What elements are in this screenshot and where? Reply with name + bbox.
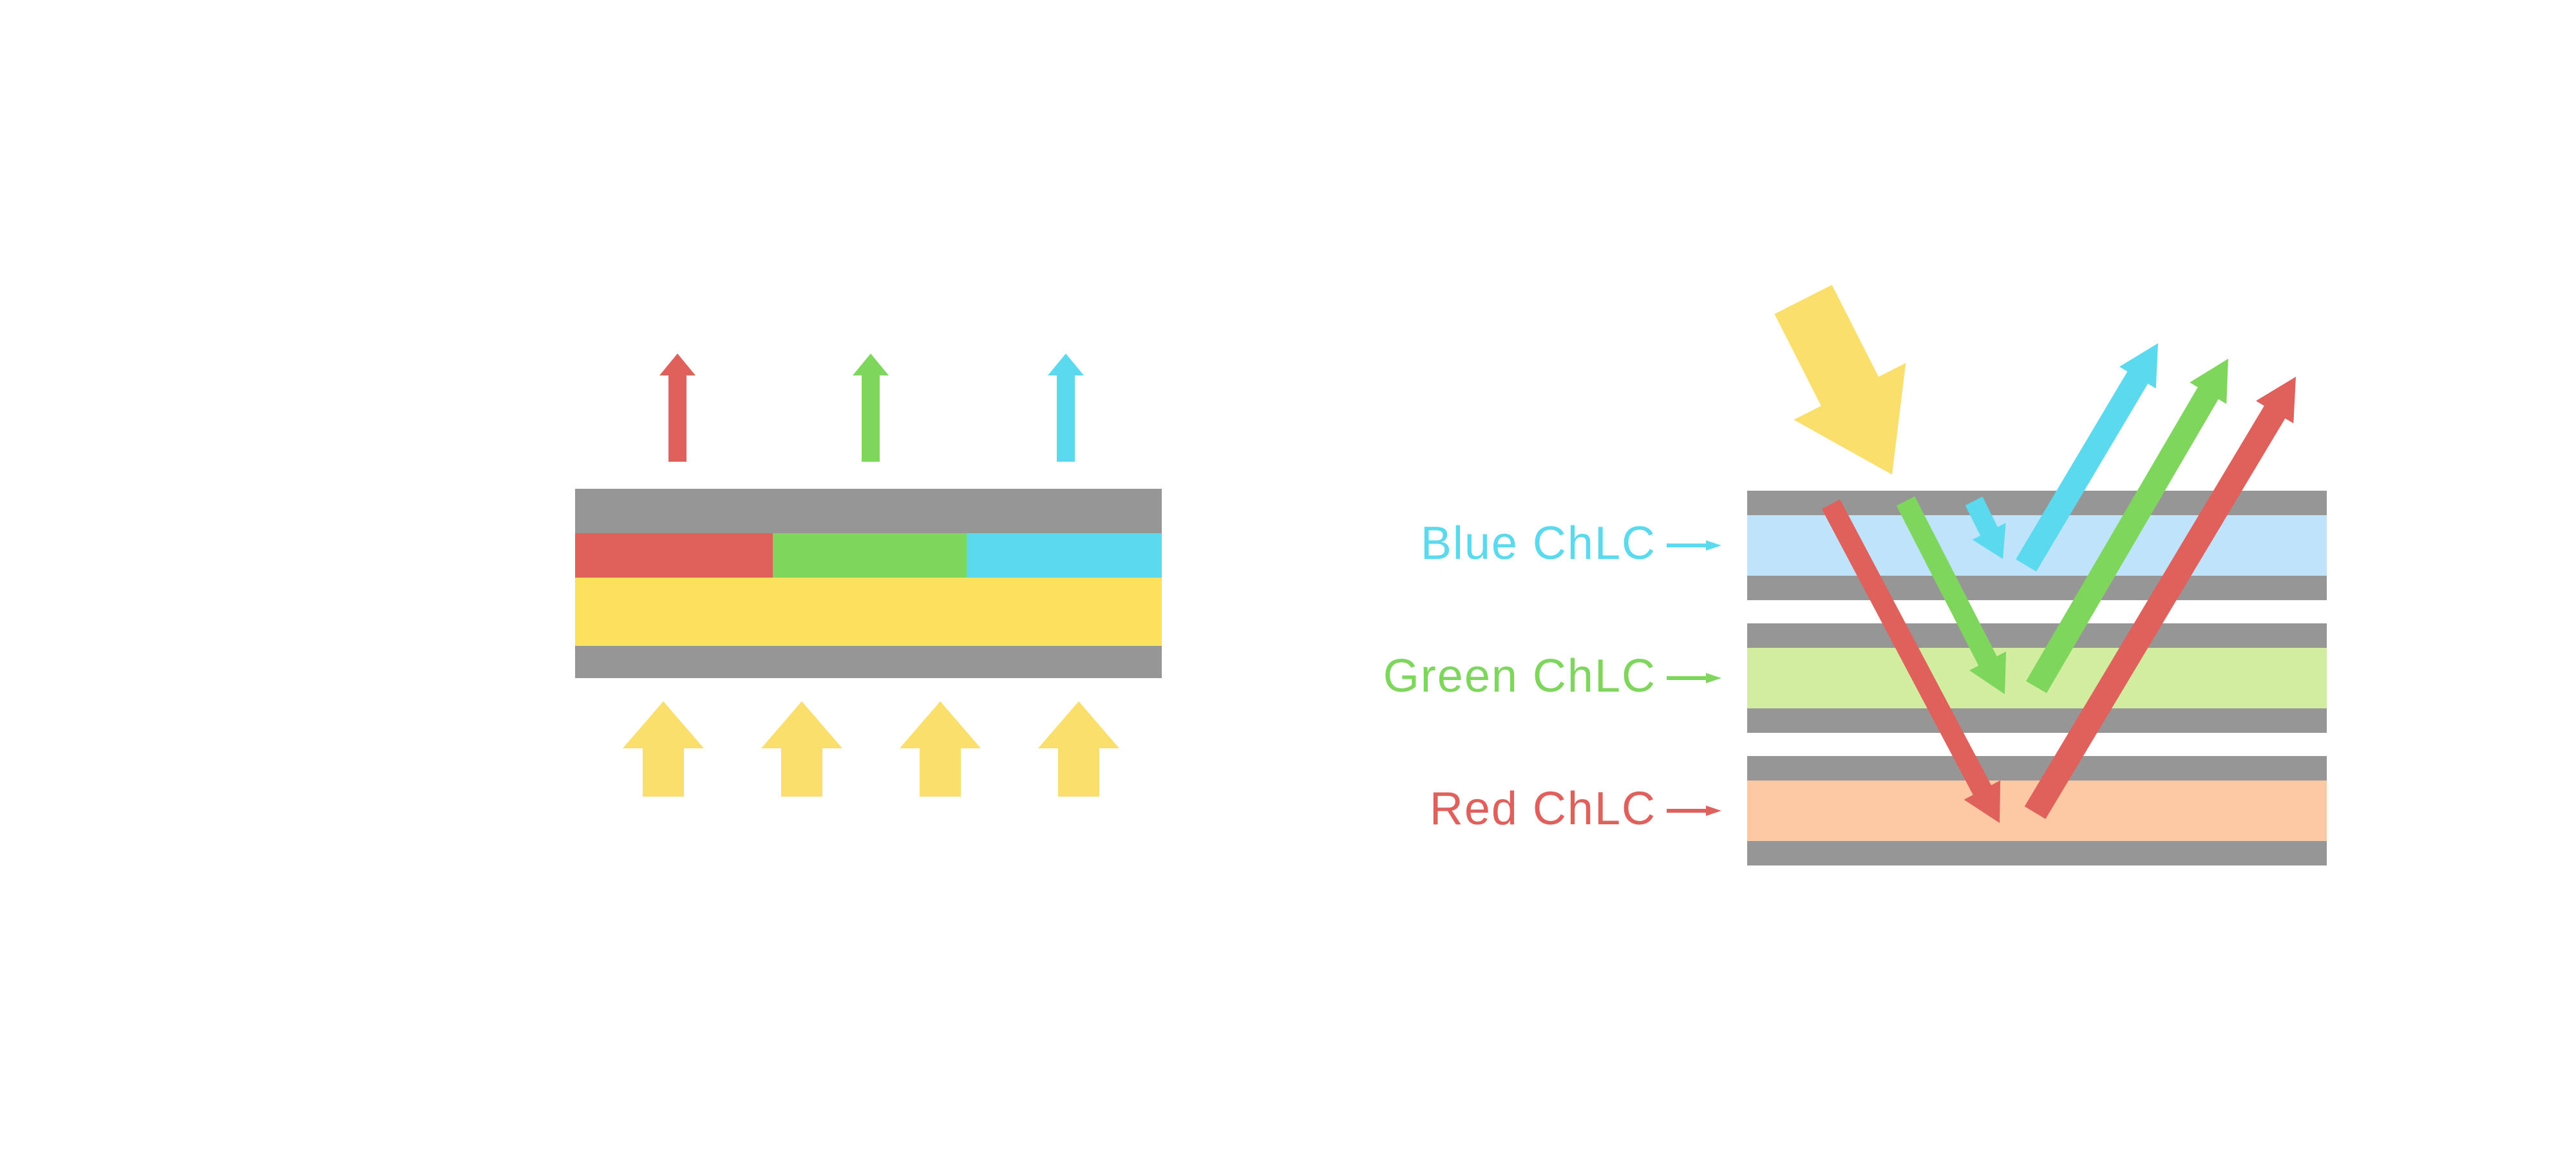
emitted-cyan-arrow bbox=[1048, 354, 1084, 462]
emitted-red-arrow bbox=[659, 354, 696, 462]
substrate-bar bbox=[1747, 756, 2327, 780]
blue-label-arrow bbox=[1667, 540, 1721, 551]
substrate-bar bbox=[1747, 491, 2327, 515]
blue-chlc-layer bbox=[1747, 515, 2327, 576]
red-label-arrow bbox=[1667, 806, 1721, 816]
green-label-arrow bbox=[1667, 673, 1721, 683]
backlight-arrow-4 bbox=[1038, 701, 1119, 797]
chlc-reflective-stack bbox=[1747, 491, 2327, 866]
cyan-pixel-segment bbox=[967, 533, 1162, 578]
red-chlc-layer bbox=[1747, 780, 2327, 841]
top-substrate-bar bbox=[575, 489, 1162, 533]
backlight-layer bbox=[575, 578, 1162, 646]
rgb-pixel-row bbox=[575, 533, 1162, 578]
emitted-green-arrow bbox=[853, 354, 889, 462]
bottom-substrate-bar bbox=[575, 646, 1162, 678]
backlight-arrow-3 bbox=[900, 701, 981, 797]
substrate-bar bbox=[1747, 623, 2327, 648]
blue-chlc-label: Blue ChLC bbox=[1420, 518, 1656, 569]
red-pixel-segment bbox=[575, 533, 773, 578]
green-pixel-segment bbox=[773, 533, 967, 578]
backlight-arrow-2 bbox=[761, 701, 842, 797]
green-chlc-layer bbox=[1747, 648, 2327, 708]
backlit-display-stack bbox=[575, 489, 1162, 678]
substrate-bar bbox=[1747, 841, 2327, 866]
incident-light-arrow bbox=[1774, 285, 1906, 475]
backlight-arrow-1 bbox=[623, 701, 704, 797]
red-chlc-label: Red ChLC bbox=[1429, 783, 1656, 835]
substrate-bar bbox=[1747, 708, 2327, 733]
green-chlc-label: Green ChLC bbox=[1383, 650, 1656, 702]
substrate-bar bbox=[1747, 576, 2327, 600]
